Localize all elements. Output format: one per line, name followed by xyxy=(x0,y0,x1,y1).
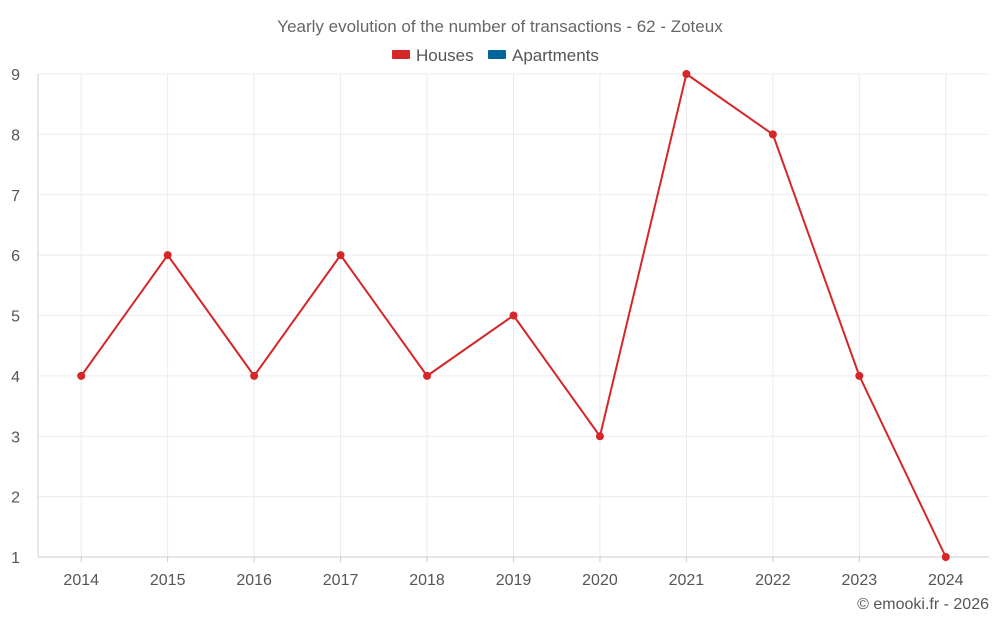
data-point[interactable] xyxy=(423,371,432,380)
y-tick-label: 1 xyxy=(11,550,20,567)
data-point[interactable] xyxy=(509,311,518,320)
y-tick-label: 2 xyxy=(11,490,20,507)
x-tick-label: 2014 xyxy=(63,572,99,589)
data-point[interactable] xyxy=(941,553,950,561)
x-tick-label: 2022 xyxy=(755,572,791,589)
series xyxy=(77,70,950,561)
legend-swatch-apartments xyxy=(488,50,506,59)
legend-item-houses[interactable]: Houses xyxy=(392,46,474,65)
x-tick-label: 2016 xyxy=(236,572,272,589)
y-tick-label: 6 xyxy=(11,248,20,265)
x-tick-label: 2020 xyxy=(582,572,618,589)
x-tick-label: 2019 xyxy=(496,572,532,589)
x-tick-label: 2018 xyxy=(409,572,445,589)
legend-label-houses: Houses xyxy=(416,46,474,65)
x-tick-label: 2023 xyxy=(842,572,878,589)
data-point[interactable] xyxy=(855,371,864,380)
credit-text: © emooki.fr - 2026 xyxy=(857,596,989,613)
y-tick-label: 3 xyxy=(11,429,20,446)
data-point[interactable] xyxy=(250,371,259,380)
y-tick-label: 9 xyxy=(11,67,20,84)
legend-item-apartments[interactable]: Apartments xyxy=(488,46,599,65)
y-tick-label: 8 xyxy=(11,127,20,144)
x-tick-label: 2017 xyxy=(323,572,359,589)
y-tick-label: 5 xyxy=(11,309,20,326)
legend: Houses Apartments xyxy=(392,46,599,65)
x-tick-label: 2015 xyxy=(150,572,186,589)
data-point[interactable] xyxy=(163,251,172,260)
data-point[interactable] xyxy=(595,432,604,441)
x-tick-label: 2021 xyxy=(669,572,705,589)
data-point[interactable] xyxy=(77,371,86,380)
y-tick-label: 7 xyxy=(11,188,20,205)
legend-label-apartments: Apartments xyxy=(512,46,599,65)
chart-title: Yearly evolution of the number of transa… xyxy=(277,17,723,36)
legend-swatch-houses xyxy=(392,50,410,59)
data-point[interactable] xyxy=(682,70,691,78)
axes: 1 2 3 4 5 6 7 8 9 2014 2015 2016 2017 2018 2019 2020 202… xyxy=(11,67,989,589)
data-point[interactable] xyxy=(768,130,777,139)
data-point[interactable] xyxy=(336,251,345,260)
x-tick-label: 2024 xyxy=(928,572,964,589)
y-tick-label: 4 xyxy=(11,369,20,386)
